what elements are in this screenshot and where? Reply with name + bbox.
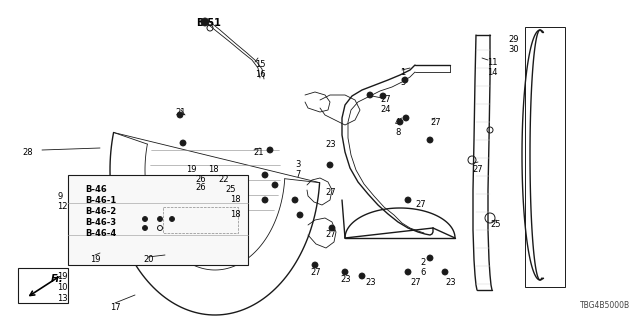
Circle shape [359,273,365,279]
Text: 29: 29 [508,35,518,44]
Circle shape [342,269,348,275]
Text: TBG4B5000B: TBG4B5000B [580,301,630,310]
Text: 27: 27 [410,278,420,287]
Circle shape [157,217,163,221]
Text: 10: 10 [57,283,67,292]
Circle shape [397,119,403,125]
Text: 23: 23 [325,140,335,149]
Circle shape [272,182,278,188]
Circle shape [143,226,147,230]
Bar [525,27,565,287]
Bar [68,175,248,265]
Text: 23: 23 [340,275,351,284]
Text: 26: 26 [195,175,205,184]
Circle shape [405,197,411,203]
Text: B-46: B-46 [85,185,107,194]
Text: 23: 23 [445,278,456,287]
Text: B-46-1: B-46-1 [85,196,116,205]
Circle shape [427,255,433,261]
Text: 23: 23 [365,278,376,287]
Circle shape [262,172,268,178]
Text: 27: 27 [325,188,335,197]
Text: 8: 8 [395,128,401,137]
Circle shape [405,269,411,275]
Text: 24: 24 [380,105,390,114]
Text: 9: 9 [57,192,62,201]
Text: 21: 21 [253,148,264,157]
Circle shape [327,162,333,168]
Text: 12: 12 [57,202,67,211]
Text: 19: 19 [186,165,196,174]
Text: 18: 18 [208,165,219,174]
Text: 3: 3 [295,160,300,169]
Circle shape [297,212,303,218]
Text: 27: 27 [472,165,483,174]
Text: 26: 26 [195,183,205,192]
Circle shape [380,93,386,99]
Circle shape [201,18,209,26]
Circle shape [170,217,175,221]
Text: 2: 2 [420,258,425,267]
Text: 28: 28 [22,148,33,157]
Circle shape [442,269,448,275]
Text: 20: 20 [143,255,154,264]
Text: 21: 21 [175,108,186,117]
Bar [18,268,68,303]
Text: 27: 27 [430,118,440,127]
Text: 5: 5 [400,78,405,87]
Text: 19: 19 [90,255,100,264]
Text: 30: 30 [508,45,518,54]
Text: 4: 4 [395,118,400,127]
Text: 1: 1 [400,68,405,77]
Text: B-51: B-51 [196,18,221,28]
Text: 27: 27 [380,95,390,104]
Text: Fr.: Fr. [51,274,63,284]
Text: 25: 25 [490,220,500,229]
Text: 11: 11 [487,58,497,67]
Circle shape [143,217,147,221]
Text: 19: 19 [57,272,67,281]
Text: 22: 22 [218,175,228,184]
Text: 25: 25 [225,185,236,194]
Circle shape [262,197,268,203]
Text: 27: 27 [310,268,321,277]
Bar [163,207,238,233]
Text: B-46-4: B-46-4 [85,229,116,238]
Text: 15: 15 [255,60,266,69]
Text: 27: 27 [325,230,335,239]
Circle shape [180,140,186,146]
Circle shape [292,197,298,203]
Text: 13: 13 [57,294,68,303]
Text: 18: 18 [230,195,241,204]
Circle shape [427,137,433,143]
Circle shape [402,77,408,83]
Text: 7: 7 [295,170,300,179]
Text: B-46-2: B-46-2 [85,207,116,216]
Circle shape [329,225,335,231]
Circle shape [177,112,183,118]
Circle shape [312,262,318,268]
Text: 14: 14 [487,68,497,77]
Circle shape [267,147,273,153]
Text: 6: 6 [420,268,426,277]
Circle shape [403,115,409,121]
Text: 18: 18 [230,210,241,219]
Circle shape [367,92,373,98]
Text: 16: 16 [255,70,266,79]
Text: B-46-3: B-46-3 [85,218,116,227]
Text: 27: 27 [415,200,426,209]
Text: 17: 17 [110,303,120,312]
